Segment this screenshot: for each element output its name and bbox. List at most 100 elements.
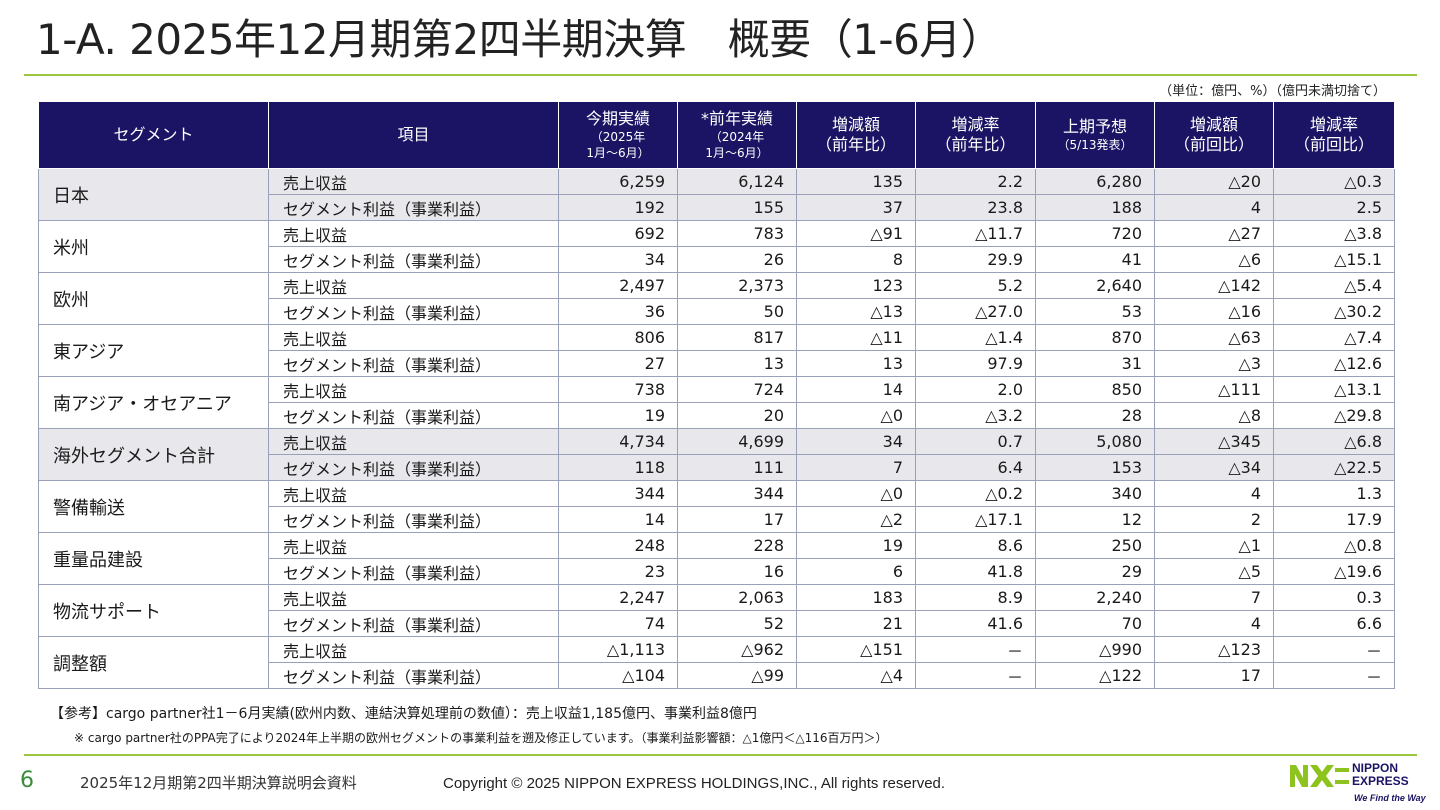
header-forecast-main: 上期予想 — [1062, 117, 1127, 136]
table-row: 日本 売上収益 6,259 6,124 135 2.2 6,280 △20 △0.3 — [38, 168, 1395, 221]
segment-name: 重量品建設 — [38, 532, 269, 585]
value-cell: △6 — [1154, 246, 1274, 273]
value-cell: － — [915, 636, 1036, 663]
value-cell: 14 — [558, 506, 678, 533]
value-cell: △345 — [1154, 428, 1274, 455]
header-diff-prior-main: 増減額 — [831, 115, 880, 134]
segment-name: 海外セグメント合計 — [38, 428, 269, 481]
value-cell: 29 — [1035, 558, 1155, 585]
value-cell: 2,063 — [677, 584, 797, 611]
header-diff-prior: 増減額 （前年比） — [796, 101, 916, 169]
title-divider — [24, 74, 1417, 76]
table-row: 調整額 売上収益 △1,113 △962 △151 － △990 △123 － — [38, 636, 1395, 689]
value-cell: 6,280 — [1035, 168, 1155, 195]
table-row: 海外セグメント合計 売上収益 4,734 4,699 34 0.7 5,080 △345 △6.… — [38, 428, 1395, 481]
header-item: 項目 — [268, 101, 559, 169]
header-current-sub1: （2025年 — [590, 130, 646, 144]
value-cell: 4,734 — [558, 428, 678, 455]
value-cell: 5.2 — [915, 272, 1036, 299]
value-cell: 23.8 — [915, 194, 1036, 221]
value-cell: 118 — [558, 454, 678, 481]
value-cell: 53 — [1035, 298, 1155, 325]
value-cell: △13.1 — [1273, 376, 1395, 403]
value-cell: △123 — [1154, 636, 1274, 663]
value-cell: 692 — [558, 220, 678, 247]
value-cell: 4,699 — [677, 428, 797, 455]
item-label: 売上収益 — [268, 376, 559, 403]
item-label: 売上収益 — [268, 532, 559, 559]
header-prior: *前年実績 （2024年 1月～6月） — [677, 101, 797, 169]
value-cell: 19 — [796, 532, 916, 559]
value-cell: 31 — [1035, 350, 1155, 377]
value-cell: 5,080 — [1035, 428, 1155, 455]
item-label: 売上収益 — [268, 480, 559, 507]
value-cell: 111 — [677, 454, 797, 481]
value-cell: 724 — [677, 376, 797, 403]
value-cell: 155 — [677, 194, 797, 221]
header-diff-prior-sub: （前年比） — [815, 135, 896, 154]
logo-tagline: We Find the Way — [1354, 793, 1426, 803]
value-cell: △34 — [1154, 454, 1274, 481]
item-label: セグメント利益（事業利益） — [268, 194, 559, 221]
value-cell: △13 — [796, 298, 916, 325]
value-cell: 17 — [677, 506, 797, 533]
value-cell: 14 — [796, 376, 916, 403]
item-label: セグメント利益（事業利益） — [268, 298, 559, 325]
header-current-sub2: 1月～6月） — [586, 146, 650, 160]
table-row: セグメント利益（事業利益） 74 52 21 41.6 70 4 6.6 — [39, 610, 1395, 637]
item-label: 売上収益 — [268, 168, 559, 195]
header-forecast-sub: （5/13発表） — [1057, 138, 1133, 152]
header-rate-prior: 増減率 （前年比） — [915, 101, 1036, 169]
header-prior-main: *前年実績 — [700, 109, 773, 128]
value-cell: 188 — [1035, 194, 1155, 221]
value-cell: △20 — [1154, 168, 1274, 195]
value-cell: △17.1 — [915, 506, 1036, 533]
value-cell: 6,259 — [558, 168, 678, 195]
value-cell: 36 — [558, 298, 678, 325]
value-cell: △27 — [1154, 220, 1274, 247]
page-title: 1-A. 2025年12月期第2四半期決算 概要（1-6月） — [36, 15, 1003, 64]
table-row: 南アジア・オセアニア 売上収益 738 724 14 2.0 850 △111 △13.1 — [38, 376, 1395, 429]
table-row: 米州 売上収益 692 783 △91 △11.7 720 △27 △3.8 — [38, 220, 1395, 273]
header-rate-prior-sub: （前年比） — [935, 135, 1016, 154]
value-cell: △3 — [1154, 350, 1274, 377]
page-number: 6 — [20, 768, 34, 793]
table-row: 警備輸送 売上収益 344 344 △0 △0.2 340 4 1.3 — [38, 480, 1395, 533]
segment-name: 東アジア — [38, 324, 269, 377]
value-cell: 34 — [558, 246, 678, 273]
table-row: 東アジア 売上収益 806 817 △11 △1.4 870 △63 △7.4 — [38, 324, 1395, 377]
value-cell: △1.4 — [915, 324, 1036, 351]
value-cell: 806 — [558, 324, 678, 351]
header-rate-forecast-sub: （前回比） — [1293, 135, 1374, 154]
value-cell: 228 — [677, 532, 797, 559]
value-cell: △99 — [677, 662, 797, 689]
value-cell: 2.2 — [915, 168, 1036, 195]
value-cell: △91 — [796, 220, 916, 247]
item-label: 売上収益 — [268, 220, 559, 247]
value-cell: 6,124 — [677, 168, 797, 195]
value-cell: △19.6 — [1273, 558, 1395, 585]
header-diff-forecast: 増減額 （前回比） — [1154, 101, 1274, 169]
value-cell: 340 — [1035, 480, 1155, 507]
item-label: セグメント利益（事業利益） — [268, 558, 559, 585]
value-cell: 41 — [1035, 246, 1155, 273]
header-forecast: 上期予想 （5/13発表） — [1035, 101, 1155, 169]
value-cell: 344 — [558, 480, 678, 507]
value-cell: 8 — [796, 246, 916, 273]
value-cell: 0.7 — [915, 428, 1036, 455]
reference-note: 【参考】cargo partner社1－6月実績(欧州内数、連結決算処理前の数値… — [50, 706, 757, 722]
value-cell: △22.5 — [1273, 454, 1395, 481]
segment-name: 欧州 — [38, 272, 269, 325]
value-cell: 2,497 — [558, 272, 678, 299]
value-cell: 26 — [677, 246, 797, 273]
footnote: ※ cargo partner社のPPA完了により2024年上半期の欧州セグメン… — [74, 731, 888, 745]
value-cell: △142 — [1154, 272, 1274, 299]
value-cell: 817 — [677, 324, 797, 351]
value-cell: 6.4 — [915, 454, 1036, 481]
value-cell: △1 — [1154, 532, 1274, 559]
item-label: セグメント利益（事業利益） — [268, 506, 559, 533]
table-row: 物流サポート 売上収益 2,247 2,063 183 8.9 2,240 7 0.3 — [38, 584, 1395, 637]
value-cell: △7.4 — [1273, 324, 1395, 351]
table-row: 欧州 売上収益 2,497 2,373 123 5.2 2,640 △142 △5.4 — [38, 272, 1395, 325]
value-cell: 783 — [677, 220, 797, 247]
